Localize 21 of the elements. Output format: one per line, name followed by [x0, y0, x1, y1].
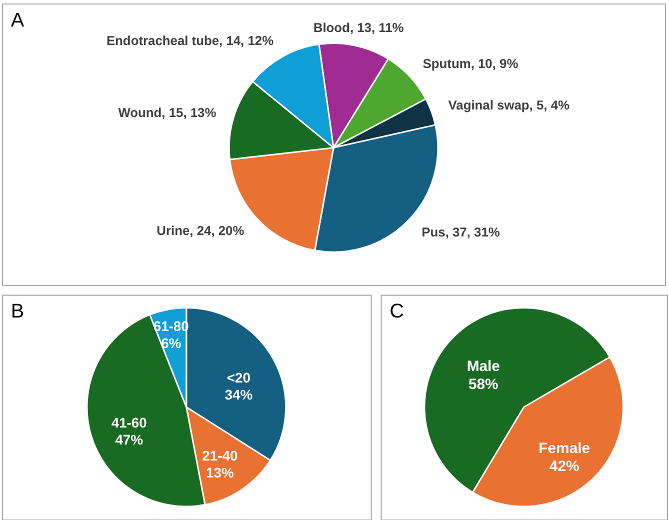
slice-label: 21-40 [202, 447, 238, 464]
slice-label: Endotracheal tube, 14, 12% [106, 33, 274, 48]
chart-title: C [390, 300, 404, 323]
slice-label: Urine, 24, 20% [156, 223, 245, 238]
slice-label: <20 [226, 369, 251, 386]
slice-label: 41-60 [111, 414, 148, 431]
data-label: 6% [161, 334, 182, 351]
slice-label: Pus, 37, 31% [422, 224, 500, 240]
data-label: 34% [224, 386, 253, 402]
slice-label: Sputum, 10, 9% [422, 56, 519, 72]
chart-title: A [10, 9, 25, 32]
slice-label: Vaginal swap, 5, 4% [448, 97, 570, 112]
slice-label: Male [466, 359, 500, 376]
data-label: 58% [468, 376, 498, 393]
data-label: 42% [549, 459, 580, 476]
slice-label: Female [538, 441, 590, 458]
data-label: 47% [115, 432, 144, 448]
data-label: 13% [206, 464, 234, 480]
slice-label: Wound, 15, 13% [118, 105, 217, 120]
slice-label: Blood, 13, 11% [313, 20, 404, 35]
chart-title: B [10, 300, 24, 323]
